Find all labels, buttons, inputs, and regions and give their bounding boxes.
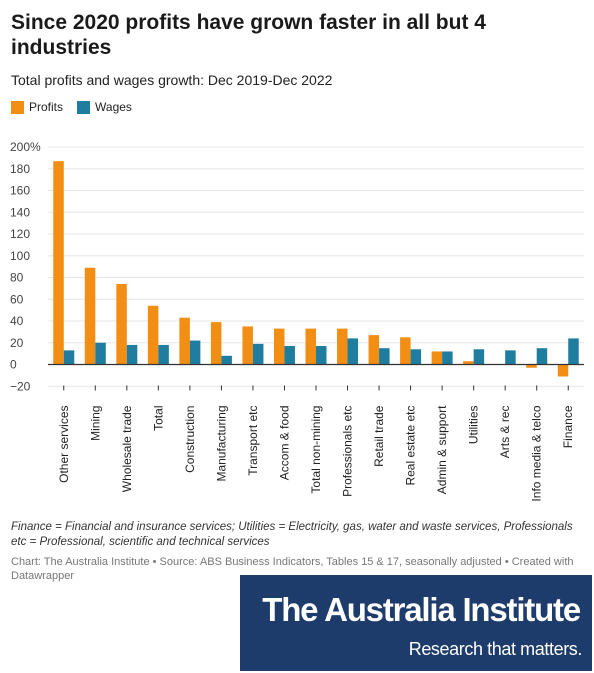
logo-tagline: Research that matters. — [408, 639, 583, 659]
x-tick-label: Finance — [561, 405, 575, 448]
bar-wages — [126, 344, 138, 365]
bar-wages — [379, 348, 390, 365]
y-tick-label: 140 — [10, 205, 30, 219]
bar-chart: 200% 180 160 140 120 100 80 60 40 20 0 −20 Other ser… — [10, 140, 584, 502]
bar-profits — [526, 364, 537, 368]
y-tick-label: 200% — [10, 140, 41, 154]
source-line: Chart: The Australia Institute • Source:… — [11, 556, 574, 582]
y-tick-label: 180 — [10, 162, 30, 176]
bar-wages — [221, 355, 232, 365]
x-tick-label: Transport etc — [246, 406, 260, 476]
x-tick-label: Retail trade — [372, 405, 386, 467]
bar-wages — [568, 338, 579, 365]
bar-profits — [210, 322, 222, 365]
bar-wages — [158, 344, 169, 365]
bar-wages — [252, 343, 264, 365]
bar-profits — [305, 328, 316, 365]
bar-wages — [63, 350, 75, 365]
bar-wages — [505, 350, 516, 365]
bar-wages — [189, 340, 201, 365]
bar-profits — [242, 326, 253, 365]
x-tick-label: Total non-mining — [309, 406, 323, 494]
legend-item-wages: Wages — [77, 100, 132, 114]
x-tick-label: Mining — [88, 406, 102, 441]
x-tick-label: Wholesale trade — [120, 405, 134, 492]
bar-profits — [84, 267, 96, 365]
bar-wages — [284, 346, 295, 365]
y-tick-label: −20 — [10, 379, 31, 393]
australia-institute-logo: The Australia Institute Research that ma… — [240, 575, 592, 671]
x-tick-label: Arts & rec — [498, 406, 512, 459]
x-tick-label: Construction — [183, 406, 197, 473]
x-tick-label: Professionals etc — [341, 406, 355, 497]
legend-swatch-wages — [77, 100, 91, 114]
y-tick-label: 120 — [10, 227, 30, 241]
bar-profits — [557, 364, 569, 377]
bar-profits — [273, 328, 285, 365]
bar-profits — [337, 328, 348, 365]
x-tick-label: Info media & telco — [530, 405, 544, 501]
bar-wages — [442, 351, 453, 365]
y-tick-label: 0 — [10, 358, 17, 372]
bar-wages — [347, 338, 359, 365]
legend: Profits Wages — [11, 100, 132, 114]
bar-wages — [473, 349, 485, 365]
bar-profits — [400, 337, 411, 365]
y-tick-label: 20 — [10, 336, 24, 350]
legend-label-profits: Profits — [29, 100, 64, 114]
legend-label-wages: Wages — [95, 100, 132, 114]
bar-profits — [431, 351, 443, 365]
chart-subtitle: Total profits and wages growth: Dec 2019… — [11, 72, 333, 88]
bar-profits — [53, 161, 64, 365]
bar-wages — [410, 349, 422, 365]
y-tick-label: 60 — [10, 292, 24, 306]
footnote: Finance = Financial and insurance servic… — [11, 521, 573, 548]
x-tick-label: Accom & food — [277, 406, 291, 481]
bar-profits — [463, 361, 474, 365]
bar-profits — [147, 305, 159, 365]
bar-profits — [368, 335, 380, 365]
x-tick-label: Other services — [57, 406, 71, 483]
y-tick-label: 80 — [10, 271, 24, 285]
bar-wages — [536, 348, 548, 365]
y-tick-label: 160 — [10, 184, 30, 198]
y-tick-label: 40 — [10, 314, 24, 328]
legend-swatch-profits — [11, 100, 24, 114]
legend-item-profits: Profits — [11, 100, 63, 114]
logo-name: The Australia Institute — [262, 591, 581, 628]
bar-profits — [179, 317, 190, 365]
bar-wages — [95, 342, 106, 365]
chart-title: Since 2020 profits have grown faster in … — [11, 11, 486, 59]
x-tick-label: Admin & support — [435, 405, 449, 494]
bar-profits — [116, 284, 127, 365]
bar-wages — [316, 346, 327, 365]
x-tick-label: Total — [151, 406, 165, 431]
x-tick-label: Utilities — [467, 406, 481, 445]
x-tick-label: Real estate etc — [404, 406, 418, 486]
y-tick-label: 100 — [10, 249, 30, 263]
x-tick-label: Manufacturing — [214, 406, 228, 482]
